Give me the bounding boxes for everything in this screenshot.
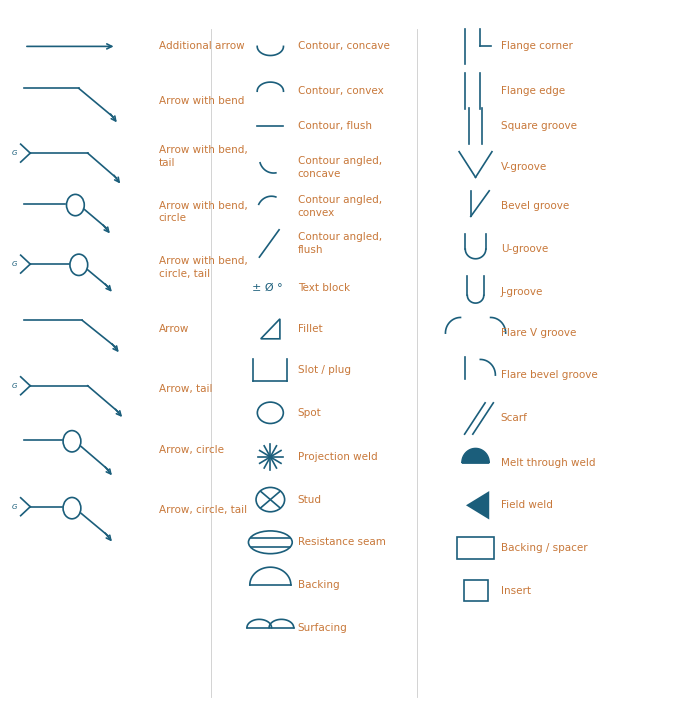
Text: Arrow, circle, tail: Arrow, circle, tail [159,505,247,515]
Text: Backing: Backing [297,580,339,590]
Text: G: G [12,383,17,388]
Bar [456,537,494,559]
Text: G: G [12,261,17,267]
Text: Projection weld: Projection weld [297,452,378,462]
Text: Flange corner: Flange corner [501,41,573,52]
Text: Additional arrow: Additional arrow [159,41,244,52]
Text: Arrow with bend,
circle, tail: Arrow with bend, circle, tail [159,256,248,279]
Text: Spot: Spot [297,408,322,417]
Text: Arrow, tail: Arrow, tail [159,384,212,394]
Bar [463,580,487,601]
Text: Insert: Insert [501,586,531,595]
Text: Text block: Text block [297,283,350,293]
Text: G: G [12,504,17,510]
Text: Bevel groove: Bevel groove [501,202,569,211]
Text: ± Ø °: ± Ø ° [251,283,282,293]
Text: Flange edge: Flange edge [501,86,565,97]
Text: Resistance seam: Resistance seam [297,537,385,547]
Polygon shape [466,491,489,520]
Text: Scarf: Scarf [501,414,528,423]
Text: Stud: Stud [297,494,322,505]
Text: Arrow with bend: Arrow with bend [159,96,244,106]
Text: Contour, flush: Contour, flush [297,121,372,131]
Text: Square groove: Square groove [501,121,577,131]
Text: Backing / spacer: Backing / spacer [501,543,588,553]
Text: Contour angled,
flush: Contour angled, flush [297,232,382,255]
Polygon shape [462,449,489,462]
Text: G: G [12,150,17,156]
Text: Arrow with bend,
circle: Arrow with bend, circle [159,201,248,224]
Text: Slot / plug: Slot / plug [297,365,350,375]
Text: Contour, concave: Contour, concave [297,41,389,52]
Text: Fillet: Fillet [297,324,322,334]
Text: U-groove: U-groove [501,244,548,254]
Text: Contour, convex: Contour, convex [297,86,383,97]
Text: Arrow with bend,
tail: Arrow with bend, tail [159,145,248,168]
Text: Surfacing: Surfacing [297,623,348,632]
Text: Flare V groove: Flare V groove [501,328,577,338]
Text: Contour angled,
convex: Contour angled, convex [297,195,382,218]
Text: Melt through weld: Melt through weld [501,457,595,468]
Text: V-groove: V-groove [501,163,547,172]
Text: Contour angled,
concave: Contour angled, concave [297,156,382,179]
Text: Field weld: Field weld [501,500,553,510]
Text: Arrow: Arrow [159,324,189,334]
Text: Flare bevel groove: Flare bevel groove [501,370,597,380]
Text: J-groove: J-groove [501,287,543,297]
Text: Arrow, circle: Arrow, circle [159,445,224,454]
